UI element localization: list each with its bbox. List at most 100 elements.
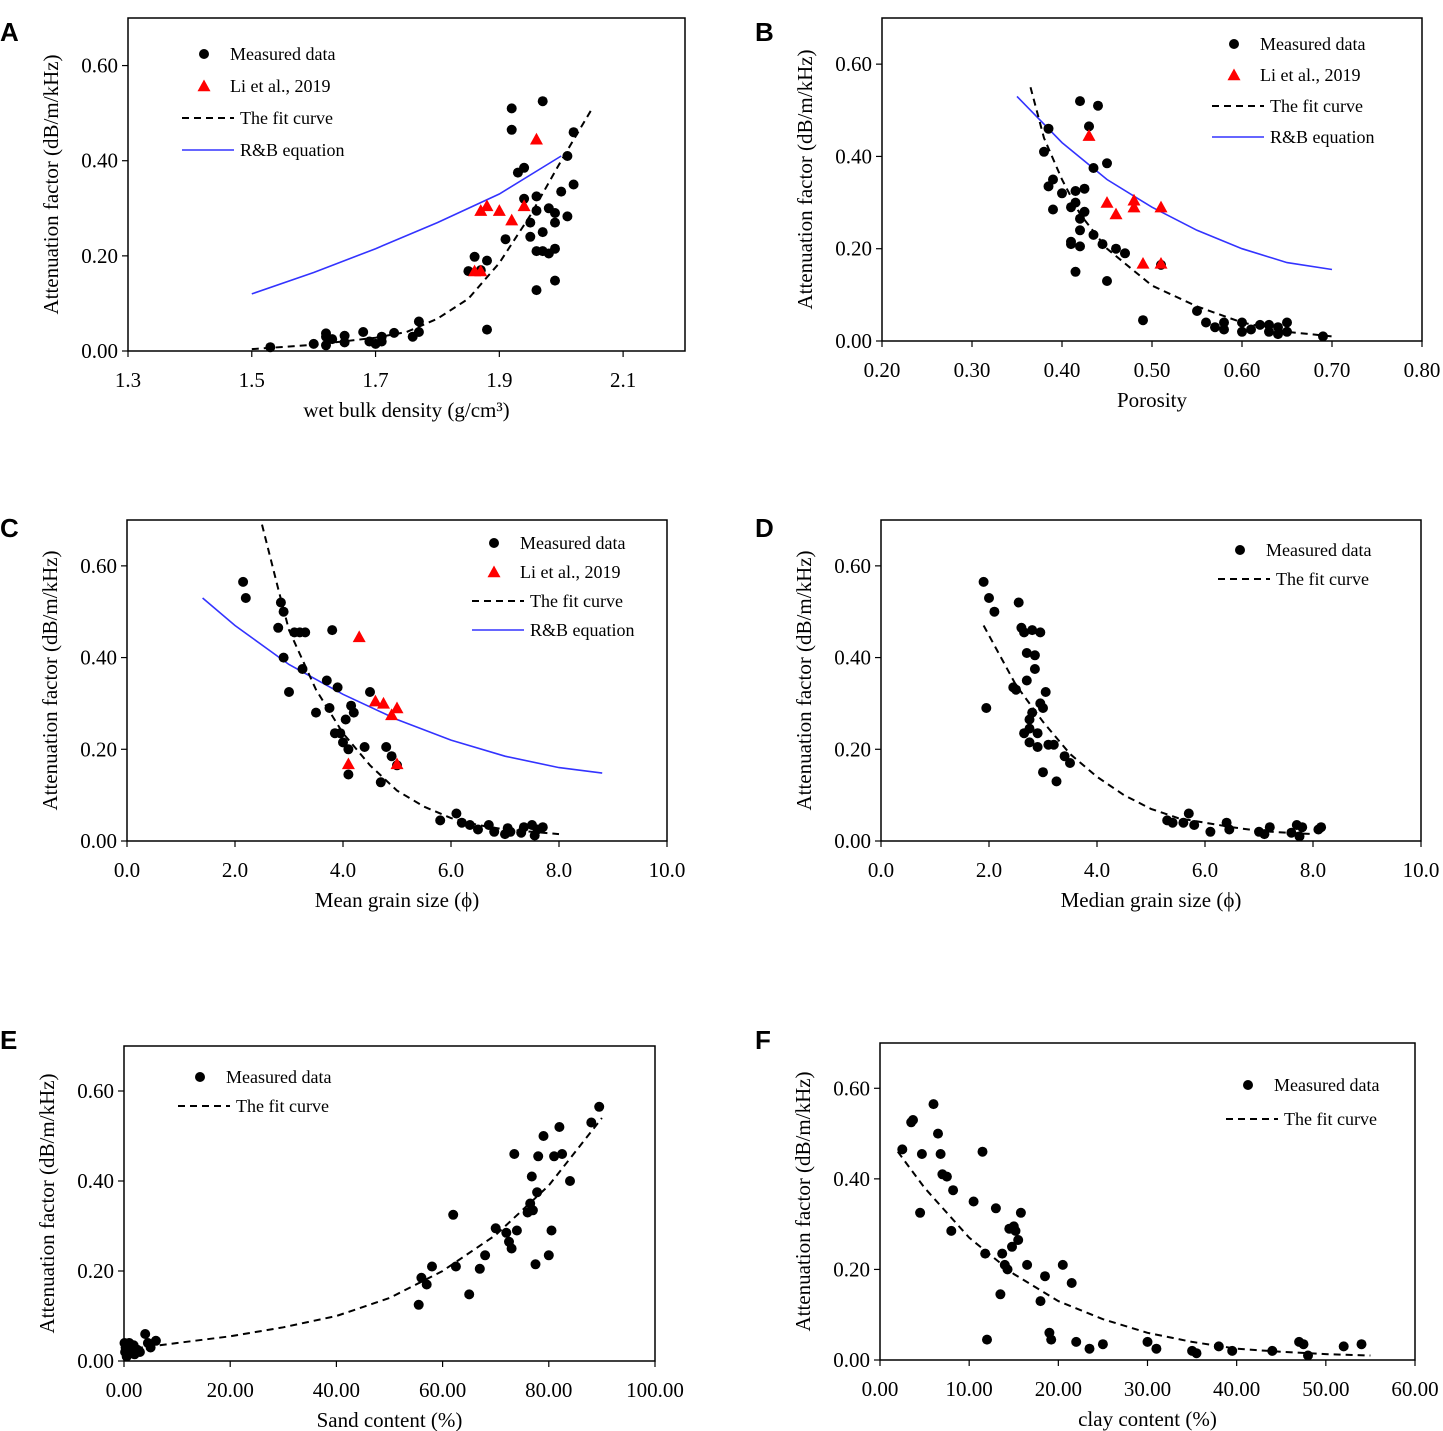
x-tick-label: 0.30 bbox=[954, 358, 991, 382]
measured-point bbox=[506, 124, 517, 135]
y-tick-label: 0.40 bbox=[833, 1167, 870, 1191]
x-tick-label: 0.20 bbox=[864, 358, 901, 382]
measured-point bbox=[980, 1248, 991, 1259]
measured-point bbox=[549, 1151, 560, 1162]
x-tick-label: 10.0 bbox=[1403, 858, 1440, 882]
legend-measured-label: Measured data bbox=[1260, 34, 1365, 54]
measured-point bbox=[565, 1176, 575, 1186]
measured-point bbox=[1084, 1343, 1095, 1354]
measured-point bbox=[327, 334, 338, 345]
panel-d: D 0.00 0.20 0.40 0.60 0.0 2.0 4.0 6.0 8.0 10.0 Medi… bbox=[755, 513, 1439, 912]
measured-point bbox=[1059, 751, 1070, 762]
measured-point bbox=[1273, 322, 1283, 333]
x-tick-label: 30.00 bbox=[1124, 1377, 1171, 1401]
measured-point bbox=[1097, 1339, 1108, 1350]
legend-measured-marker bbox=[199, 49, 209, 59]
x-axis-label: clay content (%) bbox=[1078, 1407, 1217, 1431]
measured-point bbox=[519, 162, 530, 173]
measured-point bbox=[946, 1225, 957, 1236]
measured-point bbox=[1013, 1235, 1024, 1245]
rb-equation-line bbox=[1016, 95, 1333, 271]
fit-curve-line bbox=[251, 107, 594, 351]
measured-point bbox=[1316, 822, 1327, 833]
y-tick-label: 0.60 bbox=[80, 554, 117, 578]
x-tick-label: 1.5 bbox=[239, 368, 265, 392]
plot-frame bbox=[127, 17, 686, 352]
x-tick-label: 0.40 bbox=[1044, 358, 1081, 382]
x-tick-label: 0.00 bbox=[862, 1377, 899, 1401]
legend-li-marker bbox=[1227, 68, 1241, 81]
measured-point bbox=[550, 217, 560, 228]
measured-point bbox=[1259, 829, 1270, 840]
y-tick-label: 0.00 bbox=[80, 829, 117, 853]
y-tick-label: 0.60 bbox=[77, 1079, 114, 1103]
measured-point bbox=[359, 742, 370, 752]
measured-point bbox=[537, 227, 548, 238]
y-tick-label: 0.00 bbox=[835, 329, 872, 353]
measured-point bbox=[1038, 703, 1048, 713]
measured-point bbox=[1070, 186, 1081, 196]
measured-point bbox=[1097, 239, 1108, 250]
measured-point bbox=[327, 625, 338, 636]
measured-point bbox=[525, 231, 536, 242]
measured-point bbox=[505, 826, 516, 837]
li-2019-point bbox=[517, 199, 531, 212]
measured-point bbox=[134, 1347, 145, 1357]
measured-point bbox=[594, 1101, 605, 1112]
measured-point bbox=[1035, 627, 1046, 638]
measured-point bbox=[1040, 687, 1051, 697]
measured-point bbox=[1298, 1339, 1309, 1350]
legend-measured-marker bbox=[1229, 39, 1239, 49]
panel-label: D bbox=[755, 513, 774, 543]
measured-point bbox=[1029, 664, 1040, 674]
y-axis-label: Attenuation factor (dB/m/kHz) bbox=[791, 1071, 815, 1331]
measured-point bbox=[297, 664, 308, 674]
measured-point bbox=[1111, 243, 1121, 254]
measured-point bbox=[348, 707, 359, 718]
measured-point bbox=[413, 327, 424, 337]
measured-point bbox=[1032, 728, 1043, 739]
measured-point bbox=[897, 1144, 908, 1155]
x-tick-label: 4.0 bbox=[1084, 858, 1110, 882]
measured-point bbox=[456, 817, 467, 828]
li-2019-point bbox=[1154, 200, 1168, 213]
x-tick-label: 1.9 bbox=[486, 368, 512, 392]
measured-point bbox=[1282, 326, 1292, 337]
measured-point bbox=[908, 1115, 918, 1125]
measured-point bbox=[511, 1225, 522, 1236]
measured-point bbox=[1338, 1341, 1349, 1352]
x-tick-label: 40.00 bbox=[1213, 1377, 1260, 1401]
plot-frame bbox=[880, 519, 1422, 842]
fit-curve-line bbox=[261, 524, 560, 836]
x-tick-label: 0.80 bbox=[1404, 358, 1441, 382]
measured-point bbox=[1224, 824, 1235, 835]
measured-point bbox=[482, 324, 492, 335]
measured-point bbox=[568, 179, 579, 190]
legend: Measured data Li et al., 2019 The fit curv… bbox=[1212, 34, 1375, 147]
x-tick-label: 0.0 bbox=[868, 858, 894, 882]
measured-point bbox=[1102, 158, 1112, 169]
measured-point bbox=[339, 330, 350, 341]
measured-point bbox=[464, 1289, 475, 1300]
measured-point bbox=[375, 777, 386, 788]
legend-fit-label: The fit curve bbox=[1284, 1109, 1377, 1129]
y-tick-label: 0.00 bbox=[77, 1349, 114, 1373]
measured-point bbox=[550, 243, 560, 254]
legend-rb-label: R&B equation bbox=[1270, 127, 1375, 147]
measured-point bbox=[338, 737, 348, 748]
y-tick-label: 0.20 bbox=[834, 737, 871, 761]
measured-point bbox=[1057, 1259, 1068, 1270]
legend: Measured data Li et al., 2019 The fit curv… bbox=[182, 44, 345, 160]
panel-f: F 0.00 0.20 0.40 0.60 0.00 10.00 20.00 30.00 40.0… bbox=[755, 1025, 1439, 1431]
measured-point bbox=[1294, 831, 1305, 842]
measured-point bbox=[997, 1248, 1008, 1259]
y-tick-label: 0.60 bbox=[835, 52, 872, 76]
measured-point bbox=[335, 728, 346, 739]
measured-point bbox=[483, 820, 494, 830]
legend-measured-label: Measured data bbox=[230, 44, 335, 64]
legend-rb-label: R&B equation bbox=[530, 620, 635, 640]
measured-point bbox=[1066, 1278, 1077, 1288]
y-axis-label: Attenuation factor (dB/m/kHz) bbox=[35, 1073, 59, 1333]
panel-e: E 0.00 0.20 0.40 0.60 0.00 20.00 40.00 60.00 80.0… bbox=[0, 1025, 684, 1431]
x-tick-label: 2.0 bbox=[976, 858, 1002, 882]
